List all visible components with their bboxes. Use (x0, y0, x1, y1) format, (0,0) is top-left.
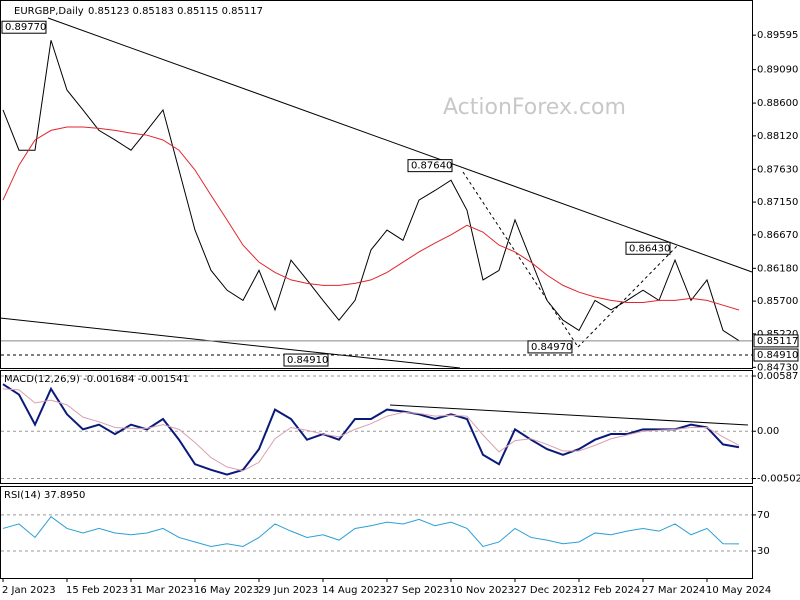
annotation-box (407, 159, 453, 173)
rsi-panel (0, 486, 753, 579)
annotation-label: 0.84910 (287, 355, 328, 366)
series-line (2, 126, 740, 311)
series-line (2, 388, 740, 472)
price-label: 0.85117 (757, 336, 798, 347)
annotation-label: 0.87640 (411, 161, 452, 172)
y-tick-label: -0.005021 (757, 473, 800, 484)
x-tick-label: 27 Dec 2023 (514, 585, 578, 596)
watermark: ActionForex.com (443, 95, 626, 120)
macd-panel (0, 370, 753, 484)
swing-line (462, 171, 579, 348)
trend-line (0, 317, 461, 369)
x-tick-label: 27 Sep 2023 (386, 585, 449, 596)
x-tick-label: 14 Aug 2023 (322, 585, 386, 596)
series-line (2, 40, 740, 342)
y-tick-label: 0.86180 (757, 263, 798, 274)
annotation-label: 0.86430 (629, 243, 670, 254)
y-tick-label: 0.88600 (757, 98, 798, 109)
macd-title: MACD(12,26,9) -0.001684 -0.001541 (4, 374, 189, 385)
annotation-box (283, 353, 329, 367)
y-tick-label: 0.85700 (757, 296, 798, 307)
annotation-label: 0.84970 (531, 342, 572, 353)
price-box (753, 334, 799, 348)
series-line (2, 516, 740, 548)
y-tick-label: 0.86670 (757, 230, 798, 241)
y-tick-label: 0.84730 (757, 362, 798, 373)
x-tick-label: 31 Mar 2023 (130, 585, 193, 596)
x-tick-label: 27 Mar 2024 (642, 585, 705, 596)
price-label: 0.84910 (757, 350, 798, 361)
y-tick-label: 70 (757, 510, 770, 521)
annotation-label: 0.89770 (5, 22, 46, 33)
annotation-box (1, 20, 47, 34)
y-tick-label: 0.00587 (757, 371, 798, 382)
x-tick-label: 2 Jan 2023 (2, 585, 56, 596)
y-tick-label: 0.87630 (757, 164, 798, 175)
y-tick-label: 0.87150 (757, 197, 798, 208)
y-tick-label: 0.89090 (757, 65, 798, 76)
macd-trend-line (389, 404, 749, 426)
y-tick-label: 0.00 (757, 426, 779, 437)
price-ohlc: 0.85123 0.85183 0.85115 0.85117 (88, 6, 263, 17)
annotation-box (527, 340, 573, 354)
trend-line (47, 17, 753, 273)
y-tick-label: 30 (757, 546, 770, 557)
x-tick-label: 29 Jun 2023 (258, 585, 318, 596)
annotation-box (625, 241, 671, 255)
y-tick-label: 0.89595 (757, 30, 798, 41)
price-panel (0, 0, 753, 369)
price-title: EURGBP,Daily (14, 6, 84, 17)
y-tick-label: 0.85220 (757, 329, 798, 340)
price-box (753, 348, 799, 362)
rsi-title: RSI(14) 37.8950 (4, 490, 85, 501)
x-tick-label: 16 May 2023 (194, 585, 259, 596)
x-tick-label: 10 Nov 2023 (450, 585, 514, 596)
x-tick-label: 15 Feb 2023 (66, 585, 128, 596)
x-tick-label: 10 May 2024 (706, 585, 771, 596)
x-tick-label: 12 Feb 2024 (578, 585, 640, 596)
y-tick-label: 0.88120 (757, 131, 798, 142)
